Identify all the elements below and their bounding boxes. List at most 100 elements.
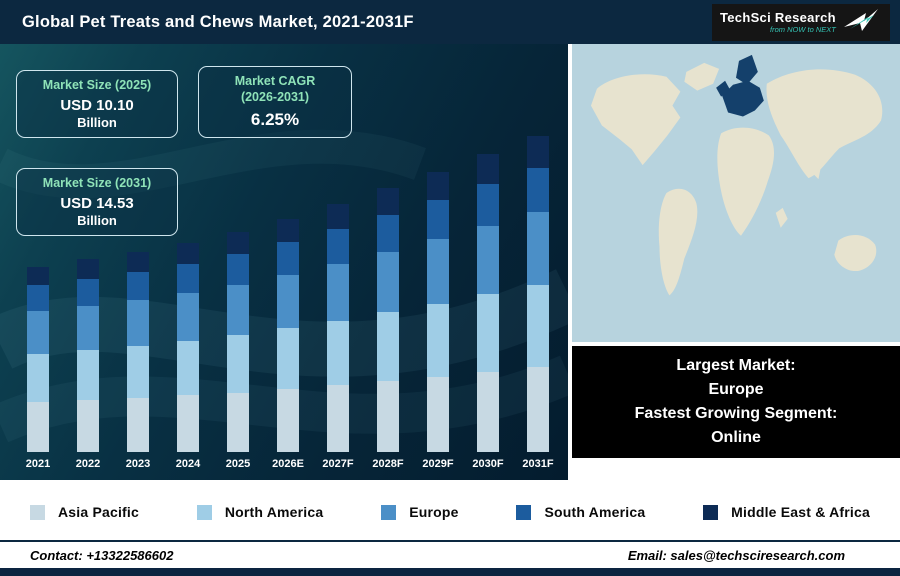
map-africa (717, 127, 775, 236)
market-cagr-label-line2: (2026-2031) (240, 89, 310, 104)
legend-label-south-america: South America (544, 504, 646, 520)
legend-label-europe: Europe (409, 504, 459, 520)
market-size-2031-unit: Billion (77, 212, 117, 228)
bar-segment-north-america (127, 346, 149, 399)
stacked-bar-2022 (77, 259, 99, 452)
map-australia (834, 235, 877, 272)
bar-segment-middle-east-africa (327, 204, 349, 229)
bar-segment-europe (27, 311, 49, 354)
bar-segment-north-america (177, 341, 199, 396)
x-axis-label-2022: 2022 (75, 458, 101, 470)
bar-segment-north-america (427, 303, 449, 377)
bar-segment-middle-east-africa (227, 232, 249, 255)
bar-segment-north-america (327, 320, 349, 385)
market-size-2025-label: Market Size (2025) (42, 78, 152, 92)
arrow-icon (843, 7, 878, 38)
stacked-bar-2021 (27, 266, 49, 452)
logo-tagline: from NOW to NEXT (770, 25, 836, 35)
x-axis-label-2029f: 2029F (422, 458, 454, 470)
fastest-segment-label: Fastest Growing Segment: (634, 405, 838, 422)
map-asia (766, 69, 883, 179)
map-scandinavia-highlight (736, 54, 758, 85)
bar-segment-south-america (427, 200, 449, 240)
stacked-bar-chart (0, 100, 568, 452)
bar-segment-south-america (377, 214, 399, 252)
market-size-2025-box: Market Size (2025) USD 10.10 Billion (16, 70, 178, 138)
market-cagr-value: 6.25% (250, 110, 300, 130)
bar-segment-asia-pacific (177, 395, 199, 452)
bar-segment-asia-pacific (427, 376, 449, 452)
x-axis-label-2031f: 2031F (522, 458, 554, 470)
legend-item-middle-east-africa: Middle East & Africa (703, 504, 870, 520)
chart-legend: Asia Pacific North America Europe South Ame… (0, 490, 900, 534)
bar-segment-south-america (477, 184, 499, 226)
bar-segment-europe (427, 239, 449, 304)
bar-segment-middle-east-africa (377, 188, 399, 215)
bar-segment-north-america (477, 294, 499, 372)
legend-label-middle-east-africa: Middle East & Africa (731, 504, 870, 520)
bar-segment-middle-east-africa (177, 242, 199, 264)
x-axis-label-2021: 2021 (25, 458, 51, 470)
bar-segment-south-america (527, 167, 549, 212)
bar-segment-middle-east-africa (277, 218, 299, 242)
map-india (806, 151, 823, 180)
legend-swatch-asia-pacific (30, 504, 45, 520)
stacked-bar-2023 (127, 251, 149, 452)
stacked-bar-2026e (277, 218, 299, 452)
x-axis-label-2026e: 2026E (272, 458, 304, 470)
x-axis-label-2027f: 2027F (322, 458, 354, 470)
market-size-2031-value: USD 14.53 (60, 194, 134, 212)
techsci-logo: TechSci Research from NOW to NEXT (712, 4, 890, 41)
bar-segment-south-america (127, 271, 149, 301)
stacked-bar-2028f (377, 188, 399, 452)
bar-segment-south-america (327, 228, 349, 264)
bar-segment-europe (377, 251, 399, 313)
largest-market-label: Largest Market: (676, 357, 796, 374)
market-cagr-box: Market CAGR (2026-2031) 6.25% (198, 66, 352, 139)
legend-swatch-south-america (516, 504, 532, 520)
bar-segment-north-america (377, 312, 399, 381)
stacked-bar-2027f (327, 204, 349, 452)
bar-segment-north-america (527, 284, 549, 367)
stacked-bar-2031f (527, 136, 549, 452)
bar-segment-south-america (277, 241, 299, 275)
legend-item-europe: Europe (381, 504, 458, 520)
bar-segment-north-america (27, 353, 49, 402)
bar-segment-asia-pacific (277, 388, 299, 452)
bar-segment-south-america (77, 278, 99, 306)
map-north-america (590, 74, 681, 166)
bar-segment-asia-pacific (377, 380, 399, 452)
page-title: Global Pet Treats and Chews Market, 2021… (22, 12, 414, 31)
largest-market-value: Europe (708, 381, 764, 398)
stacked-bar-2030f (477, 154, 499, 452)
bar-segment-asia-pacific (477, 371, 499, 452)
footer-strip: Contact: +13322586602 Email: sales@techs… (0, 540, 900, 568)
bar-segment-asia-pacific (527, 366, 549, 452)
bar-segment-middle-east-africa (527, 136, 549, 168)
market-highlights-box: Largest Market: Europe Fastest Growing S… (572, 346, 900, 458)
x-axis-labels: 2021 2022 2023 2024 2025 2026E 2027F 2028F 2029F… (0, 458, 568, 474)
bar-segment-middle-east-africa (27, 266, 49, 286)
bar-segment-asia-pacific (127, 398, 149, 452)
map-uk-highlight (716, 80, 731, 97)
bar-segment-middle-east-africa (477, 154, 499, 185)
bar-segment-asia-pacific (27, 402, 49, 452)
contact-text: Contact: +13322586602 (30, 547, 174, 563)
legend-item-north-america: North America (196, 504, 324, 520)
bar-segment-europe (77, 305, 99, 350)
legend-label-north-america: North America (224, 504, 324, 520)
market-size-2025-value: USD 10.10 (60, 96, 134, 114)
bar-segment-middle-east-africa (427, 172, 449, 201)
fastest-segment-value: Online (711, 429, 761, 446)
bar-segment-europe (277, 274, 299, 329)
x-axis-label-2024: 2024 (175, 458, 201, 470)
stacked-bar-2029f (427, 172, 449, 452)
footer-bottom-bar (0, 568, 900, 576)
bar-segment-europe (327, 263, 349, 321)
legend-item-asia-pacific: Asia Pacific (30, 504, 139, 520)
market-size-2031-box: Market Size (2031) USD 14.53 Billion (16, 168, 178, 236)
bar-segment-south-america (177, 263, 199, 293)
map-europe-highlight (722, 80, 764, 117)
bar-segment-north-america (77, 350, 99, 400)
bar-segment-europe (127, 300, 149, 347)
